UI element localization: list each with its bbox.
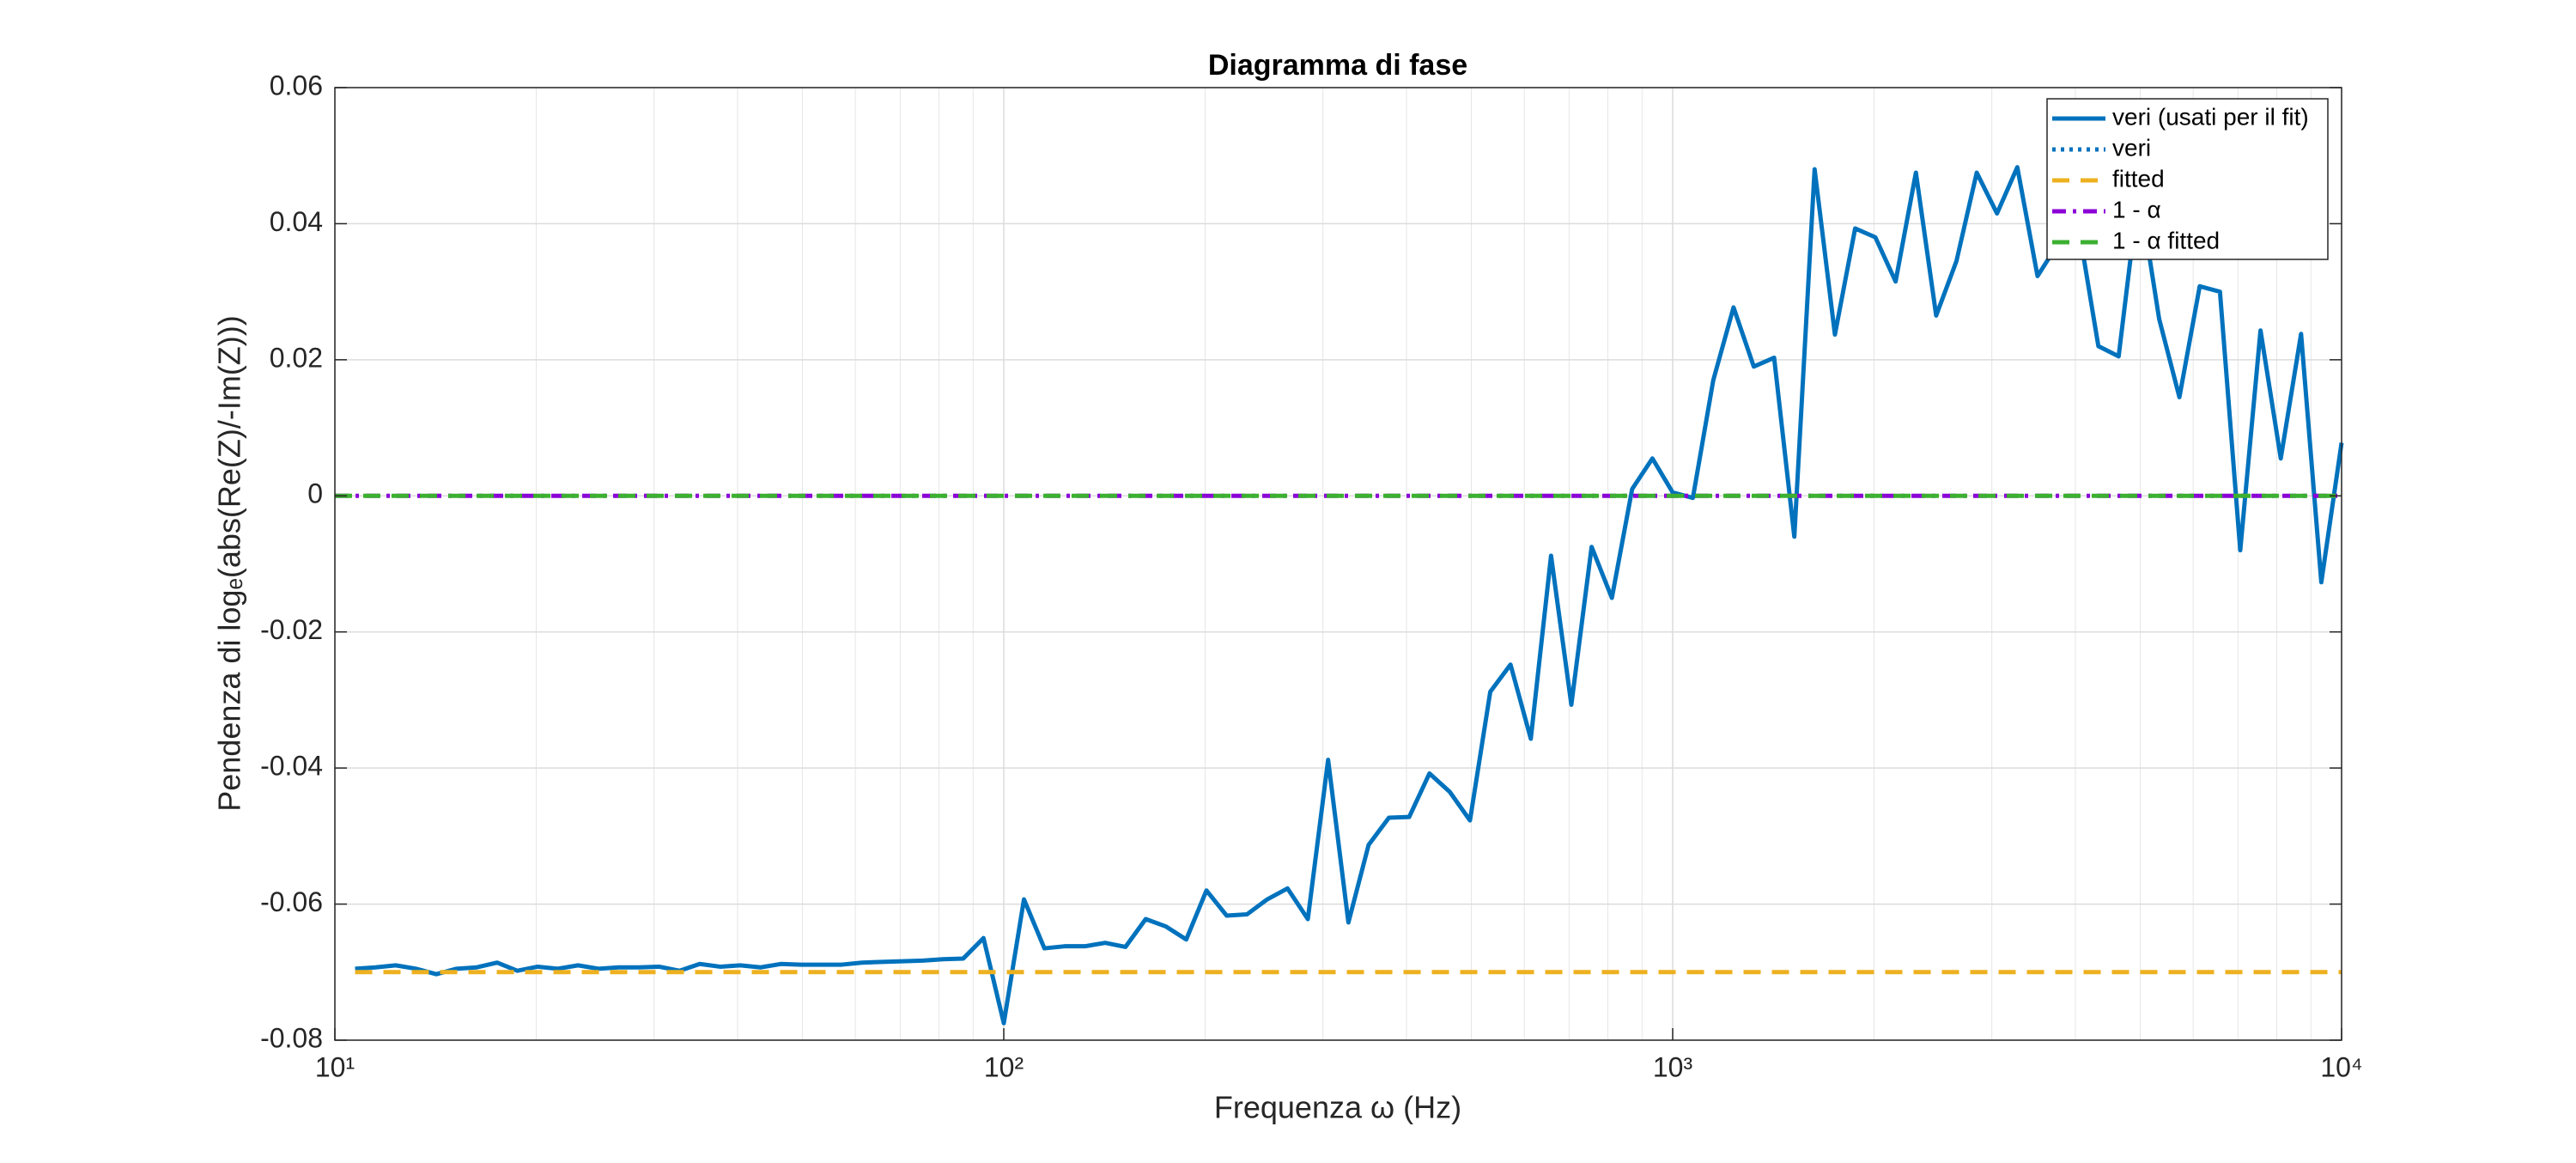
legend-label: veri (usati per il fit): [2112, 103, 2309, 130]
y-tick-label: 0.04: [270, 206, 323, 237]
y-tick-label: 0.02: [270, 342, 323, 373]
x-tick-label: 10²: [984, 1051, 1024, 1082]
legend-label: 1 - α fitted: [2112, 227, 2220, 253]
x-tick-label: 10⁴: [2320, 1051, 2362, 1082]
y-tick-label: -0.04: [260, 751, 323, 782]
series-line: [355, 165, 2344, 1026]
y-tick-label: -0.06: [260, 886, 323, 917]
y-tick-label: 0: [307, 478, 323, 509]
chart-title: Diagramma di fase: [1208, 49, 1467, 82]
ticks: 10¹ 10² 10³ 10⁴ -0.08 -0.06 -0.04 -0.02 0 0.02 0.0…: [260, 70, 2363, 1082]
legend: veri (usati per il fit) veri fitted 1 - α 1 …: [2046, 98, 2329, 260]
y-tick-label: -0.02: [260, 614, 323, 645]
y-tick-label: -0.08: [260, 1022, 323, 1053]
lines: [335, 165, 2344, 1026]
plot-area: [335, 88, 2342, 1040]
legend-label: veri: [2112, 134, 2151, 161]
x-axis-label: Frequenza ω (Hz): [1214, 1090, 1461, 1125]
legend-label: fitted: [2112, 165, 2165, 192]
legend-label: 1 - α: [2112, 196, 2161, 222]
y-tick-label: 0.06: [270, 70, 323, 100]
x-tick-label: 10¹: [315, 1051, 355, 1082]
axes-box: [334, 87, 2342, 1041]
x-tick-label: 10³: [1653, 1051, 1693, 1082]
y-axis-label: Pendenza di logₑ(abs(Re(Z)/-Im(Z))): [212, 315, 247, 812]
